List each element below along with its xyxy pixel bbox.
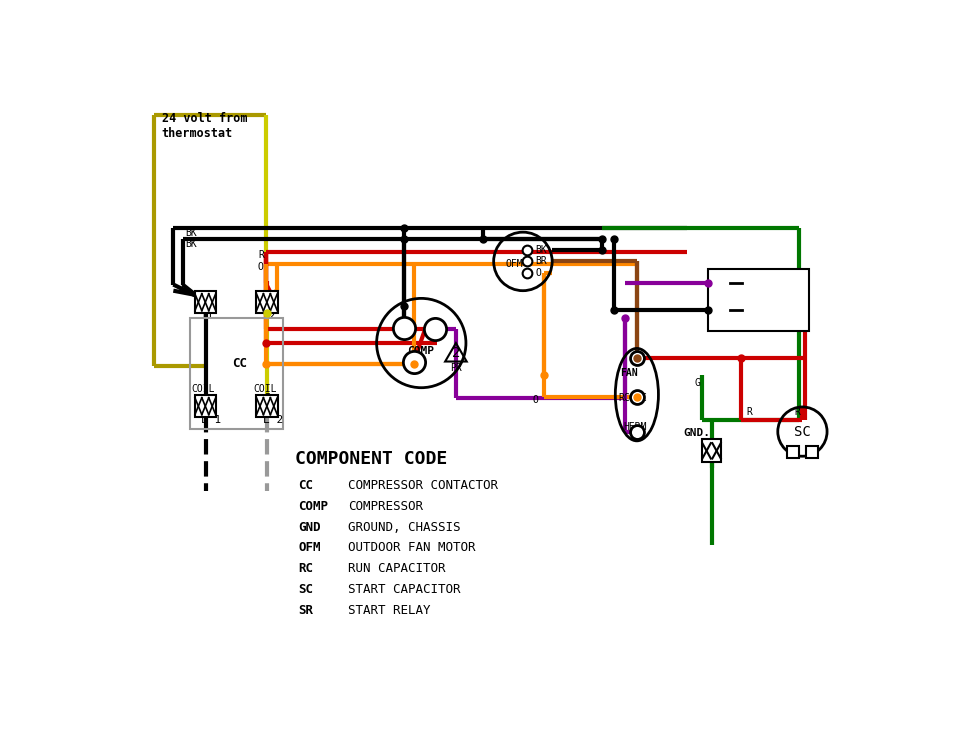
Text: O: O xyxy=(532,395,538,405)
Text: BK: BK xyxy=(712,305,724,315)
Text: GROUND, CHASSIS: GROUND, CHASSIS xyxy=(348,520,461,534)
Text: 5: 5 xyxy=(734,305,741,315)
Text: RC: RC xyxy=(297,562,313,575)
Text: BK: BK xyxy=(185,240,197,250)
Text: 1: 1 xyxy=(796,276,803,286)
Text: R: R xyxy=(745,407,751,418)
Text: CC: CC xyxy=(233,357,247,370)
Text: T2: T2 xyxy=(262,311,276,321)
Text: COMP: COMP xyxy=(297,500,328,513)
Text: OUTDOOR FAN MOTOR: OUTDOOR FAN MOTOR xyxy=(348,541,475,554)
Text: START CAPACITOR: START CAPACITOR xyxy=(348,583,461,596)
FancyBboxPatch shape xyxy=(256,395,278,417)
Text: R: R xyxy=(794,407,800,418)
Text: OFM: OFM xyxy=(297,541,320,554)
Text: GND: GND xyxy=(297,520,320,534)
Text: BK: BK xyxy=(535,245,547,255)
Text: GND.: GND. xyxy=(684,428,710,438)
Text: OFM: OFM xyxy=(506,259,523,268)
FancyBboxPatch shape xyxy=(708,269,808,331)
Text: 2: 2 xyxy=(451,346,460,360)
Text: PR: PR xyxy=(712,278,724,288)
Text: 2: 2 xyxy=(734,276,741,286)
Text: L 2: L 2 xyxy=(262,415,283,425)
Text: I: I xyxy=(265,394,271,403)
Text: START RELAY: START RELAY xyxy=(348,604,430,617)
Text: 24 volt from
thermostat: 24 volt from thermostat xyxy=(161,112,247,140)
Text: COMP: COMP xyxy=(407,346,434,356)
FancyBboxPatch shape xyxy=(195,395,216,417)
Text: SR: SR xyxy=(742,292,758,305)
FancyBboxPatch shape xyxy=(701,440,720,462)
Text: COIL: COIL xyxy=(253,385,277,394)
Text: COMPONENT CODE: COMPONENT CODE xyxy=(294,449,447,467)
Text: L 1: L 1 xyxy=(200,415,221,425)
Text: PR: PR xyxy=(449,363,461,372)
Text: SC: SC xyxy=(297,583,313,596)
Text: SC: SC xyxy=(793,425,810,439)
Text: R: R xyxy=(258,250,264,260)
Text: O: O xyxy=(535,268,541,278)
Text: COMPRESSOR CONTACTOR: COMPRESSOR CONTACTOR xyxy=(348,479,498,492)
Text: COIL: COIL xyxy=(192,385,215,394)
Text: CC: CC xyxy=(297,479,313,492)
FancyBboxPatch shape xyxy=(256,292,278,313)
Text: S: S xyxy=(431,324,438,334)
Text: R: R xyxy=(410,357,417,367)
Text: SR: SR xyxy=(297,604,313,617)
Text: HERM: HERM xyxy=(622,422,645,432)
Text: BR: BR xyxy=(535,256,547,266)
Text: T1: T1 xyxy=(200,311,214,321)
Text: FAN: FAN xyxy=(619,368,637,378)
FancyBboxPatch shape xyxy=(195,292,216,313)
Text: I: I xyxy=(203,394,209,403)
Text: G: G xyxy=(694,378,700,388)
Text: C: C xyxy=(640,394,645,403)
Text: O: O xyxy=(257,262,263,271)
Text: RC: RC xyxy=(618,394,630,403)
Text: C: C xyxy=(401,323,407,333)
Text: BK: BK xyxy=(185,228,197,238)
Text: COMPRESSOR: COMPRESSOR xyxy=(348,500,422,513)
Text: RUN CAPACITOR: RUN CAPACITOR xyxy=(348,562,445,575)
